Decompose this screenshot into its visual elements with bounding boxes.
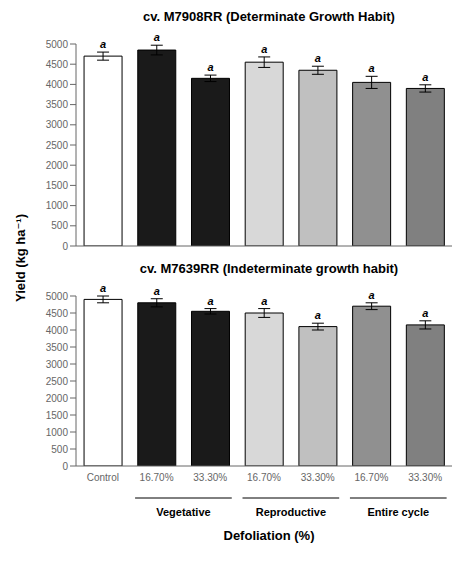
svg-text:5000: 5000 bbox=[46, 39, 69, 50]
svg-text:2000: 2000 bbox=[46, 393, 69, 404]
svg-text:Control: Control bbox=[87, 472, 119, 483]
svg-text:1000: 1000 bbox=[46, 200, 69, 211]
svg-text:a: a bbox=[369, 289, 375, 301]
svg-text:3500: 3500 bbox=[46, 99, 69, 110]
svg-text:1000: 1000 bbox=[46, 427, 69, 438]
svg-text:a: a bbox=[154, 31, 160, 43]
svg-text:16.70%: 16.70% bbox=[140, 472, 174, 483]
html-text:Defoliation (%): Defoliation (%) bbox=[223, 528, 315, 543]
svg-text:Vegetative: Vegetative bbox=[156, 506, 210, 518]
svg-text:a: a bbox=[207, 61, 213, 73]
svg-text:33.30%: 33.30% bbox=[408, 472, 442, 483]
svg-text:500: 500 bbox=[51, 444, 68, 455]
svg-text:3000: 3000 bbox=[46, 119, 69, 130]
svg-text:2500: 2500 bbox=[46, 140, 69, 151]
svg-text:a: a bbox=[207, 295, 213, 307]
svg-text:16.70%: 16.70% bbox=[354, 472, 388, 483]
svg-text:33.30%: 33.30% bbox=[301, 472, 335, 483]
svg-text:5000: 5000 bbox=[46, 291, 69, 302]
svg-text:0: 0 bbox=[62, 461, 68, 472]
svg-text:a: a bbox=[315, 309, 321, 321]
svg-text:0: 0 bbox=[62, 241, 68, 252]
svg-text:a: a bbox=[100, 282, 106, 294]
svg-text:3000: 3000 bbox=[46, 359, 69, 370]
svg-text:3500: 3500 bbox=[46, 342, 69, 353]
svg-text:2500: 2500 bbox=[46, 376, 69, 387]
svg-text:4500: 4500 bbox=[46, 59, 69, 70]
svg-text:a: a bbox=[154, 285, 160, 297]
svg-text:Entire cycle: Entire cycle bbox=[367, 506, 429, 518]
svg-text:4500: 4500 bbox=[46, 308, 69, 319]
svg-text:2000: 2000 bbox=[46, 160, 69, 171]
svg-text:a: a bbox=[261, 295, 267, 307]
svg-text:a: a bbox=[315, 52, 321, 64]
svg-text:a: a bbox=[422, 307, 428, 319]
svg-text:1500: 1500 bbox=[46, 410, 69, 421]
svg-text:a: a bbox=[422, 71, 428, 83]
html-text:cv. M7639RR (Indeterminate gro: cv. M7639RR (Indeterminate growth habit) bbox=[139, 261, 399, 276]
svg-text:Reproductive: Reproductive bbox=[256, 506, 326, 518]
html-text:cv. M7908RR (Determinate Growt: cv. M7908RR (Determinate Growth Habit) bbox=[143, 9, 395, 24]
svg-text:a: a bbox=[369, 62, 375, 74]
svg-text:1500: 1500 bbox=[46, 180, 69, 191]
svg-text:500: 500 bbox=[51, 220, 68, 231]
svg-text:a: a bbox=[100, 38, 106, 50]
svg-text:a: a bbox=[261, 43, 267, 55]
svg-text:4000: 4000 bbox=[46, 79, 69, 90]
svg-text:33.30%: 33.30% bbox=[193, 472, 227, 483]
html-text:Yield (kg ha⁻¹): Yield (kg ha⁻¹) bbox=[12, 214, 28, 302]
svg-text:16.70%: 16.70% bbox=[247, 472, 281, 483]
svg-text:4000: 4000 bbox=[46, 325, 69, 336]
